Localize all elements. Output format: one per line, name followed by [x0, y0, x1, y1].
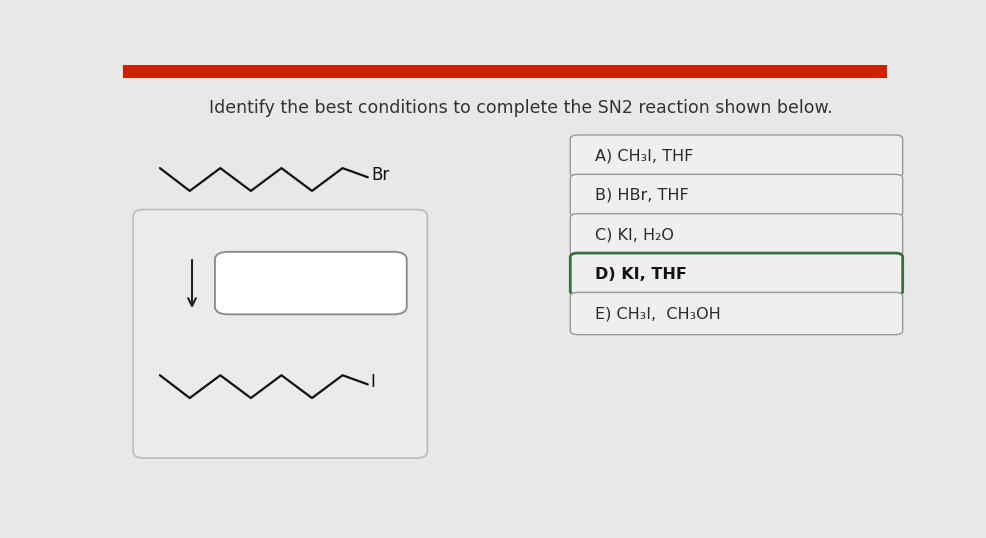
Text: Br: Br	[372, 166, 389, 184]
FancyBboxPatch shape	[570, 135, 903, 177]
Bar	[123, 65, 887, 78]
Text: I: I	[370, 373, 375, 391]
Text: D) KI, THF: D) KI, THF	[595, 267, 686, 282]
Text: Identify the best conditions to complete the SN2 reaction shown below.: Identify the best conditions to complete…	[209, 99, 832, 117]
Text: B) HBr, THF: B) HBr, THF	[595, 188, 688, 203]
FancyBboxPatch shape	[570, 293, 903, 335]
FancyBboxPatch shape	[570, 214, 903, 256]
FancyBboxPatch shape	[570, 174, 903, 217]
FancyBboxPatch shape	[133, 209, 427, 458]
Text: E) CH₃I,  CH₃OH: E) CH₃I, CH₃OH	[595, 306, 721, 321]
FancyBboxPatch shape	[570, 253, 903, 295]
Text: C) KI, H₂O: C) KI, H₂O	[595, 228, 673, 242]
Text: A) CH₃I, THF: A) CH₃I, THF	[595, 148, 693, 164]
FancyBboxPatch shape	[215, 252, 407, 314]
